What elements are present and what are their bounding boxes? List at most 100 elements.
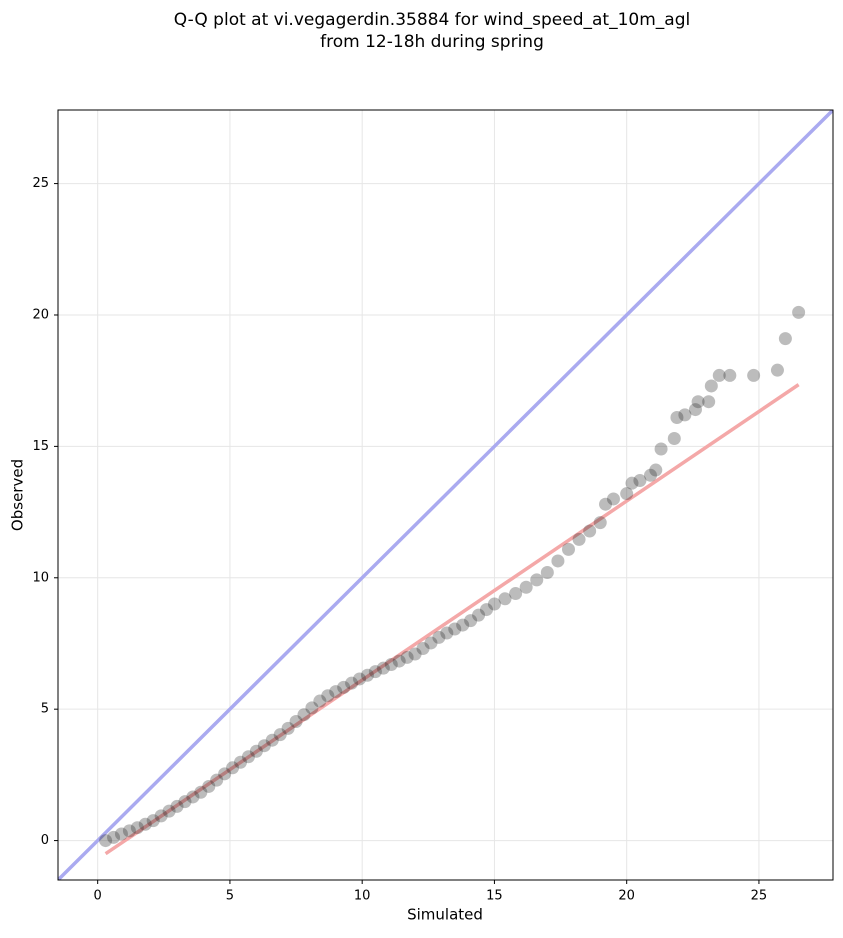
- x-tick-label: 20: [618, 889, 635, 904]
- point: [691, 395, 705, 409]
- point: [530, 573, 544, 587]
- point: [138, 817, 152, 831]
- y-tick-label: 5: [41, 702, 49, 717]
- point: [792, 305, 806, 319]
- point: [667, 431, 681, 445]
- point: [360, 668, 374, 682]
- ticks: 0 5 10 15 20 25 0 5 10 15 20 25: [32, 176, 767, 903]
- point: [313, 694, 327, 708]
- x-tick-label: 0: [94, 889, 102, 904]
- point: [519, 580, 533, 594]
- point: [194, 785, 208, 799]
- point: [321, 689, 335, 703]
- point: [770, 363, 784, 377]
- y-tick-label: 0: [41, 833, 49, 848]
- point: [114, 827, 128, 841]
- reference-line: [104, 383, 800, 856]
- point: [257, 739, 271, 753]
- point: [747, 368, 761, 382]
- point: [498, 592, 512, 606]
- reference-line: [58, 110, 833, 880]
- point: [408, 647, 422, 661]
- point: [353, 672, 367, 686]
- point: [424, 636, 438, 650]
- point: [540, 566, 554, 580]
- point: [345, 676, 359, 690]
- point: [723, 368, 737, 382]
- point: [329, 685, 343, 699]
- point: [202, 779, 216, 793]
- point: [643, 468, 657, 482]
- point: [633, 474, 647, 488]
- x-tick-label: 10: [354, 889, 371, 904]
- point: [620, 487, 634, 501]
- point: [384, 658, 398, 672]
- y-tick-label: 10: [32, 570, 49, 585]
- axes-frame: [57, 109, 834, 881]
- x-tick-label: 25: [751, 889, 768, 904]
- point: [487, 597, 501, 611]
- point: [210, 773, 224, 787]
- point: [712, 368, 726, 382]
- y-tick-label: 15: [32, 439, 49, 454]
- y-tick-label: 25: [32, 176, 49, 191]
- point: [305, 701, 319, 715]
- point: [376, 661, 390, 675]
- point: [649, 463, 663, 477]
- point: [456, 618, 470, 632]
- plot-area: [58, 110, 833, 880]
- point: [281, 721, 295, 735]
- point: [162, 804, 176, 818]
- point: [218, 767, 232, 781]
- point: [400, 650, 414, 664]
- point: [146, 814, 160, 828]
- point: [440, 626, 454, 640]
- point: [273, 728, 287, 742]
- point: [509, 587, 523, 601]
- point: [448, 622, 462, 636]
- grid: [58, 110, 833, 880]
- point: [432, 630, 446, 644]
- point: [704, 379, 718, 393]
- chart-title: from 12-18h during spring: [320, 32, 544, 52]
- point: [99, 834, 113, 848]
- point: [472, 608, 486, 622]
- point: [678, 408, 692, 422]
- point: [107, 830, 121, 844]
- x-tick-label: 5: [226, 889, 234, 904]
- point: [599, 497, 613, 511]
- point: [654, 442, 668, 456]
- point: [368, 665, 382, 679]
- point: [178, 795, 192, 809]
- point: [392, 654, 406, 668]
- point: [479, 603, 493, 617]
- x-tick-label: 15: [486, 889, 503, 904]
- point: [234, 755, 248, 769]
- point: [702, 395, 716, 409]
- point: [241, 750, 255, 764]
- point: [561, 542, 575, 556]
- point: [572, 532, 586, 546]
- point: [606, 492, 620, 506]
- point: [154, 809, 168, 823]
- x-axis-label: Simulated: [407, 906, 483, 924]
- point: [289, 715, 303, 729]
- point: [688, 403, 702, 417]
- point: [464, 614, 478, 628]
- point: [625, 476, 639, 490]
- point: [249, 744, 263, 758]
- y-axis-label: Observed: [9, 459, 27, 531]
- point: [186, 790, 200, 804]
- chart-title: Q-Q plot at vi.vegagerdin.35884 for wind…: [174, 10, 690, 30]
- point: [416, 641, 430, 655]
- point: [226, 761, 240, 775]
- point: [122, 824, 136, 838]
- point: [593, 516, 607, 530]
- point: [265, 733, 279, 747]
- point: [778, 332, 792, 346]
- point: [170, 799, 184, 813]
- point: [551, 554, 565, 568]
- point: [297, 708, 311, 722]
- point: [670, 410, 684, 424]
